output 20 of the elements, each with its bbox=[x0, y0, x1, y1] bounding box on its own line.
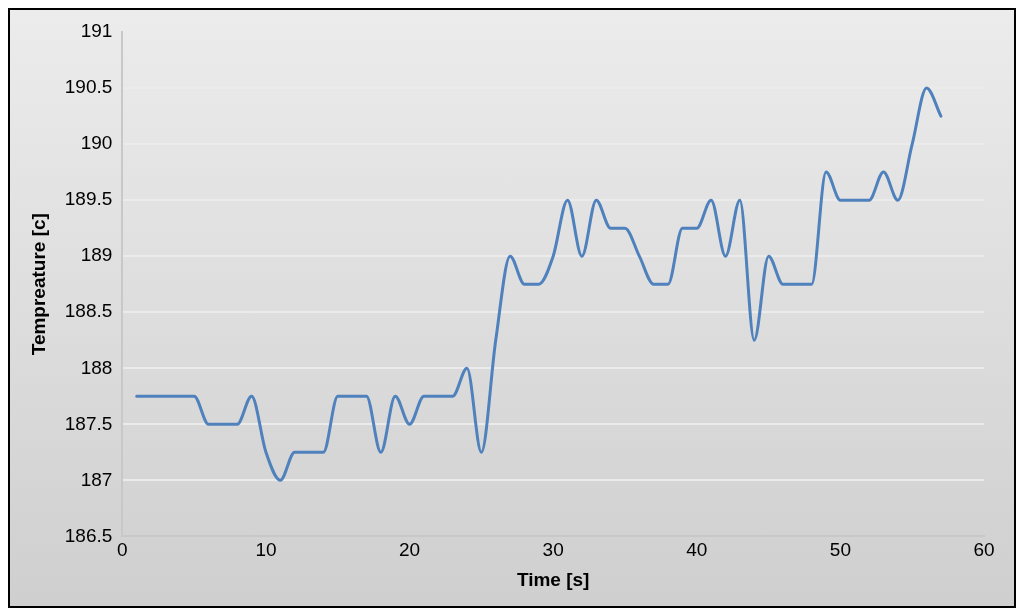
x-tick-label: 40 bbox=[686, 539, 708, 561]
y-tick-label: 187.5 bbox=[64, 412, 113, 434]
y-tick-label: 187 bbox=[80, 468, 113, 490]
y-tick-label: 189 bbox=[80, 244, 113, 266]
y-tick-label: 190.5 bbox=[64, 76, 113, 98]
y-tick-label: 186.5 bbox=[64, 524, 113, 546]
y-tick-label: 191 bbox=[80, 20, 113, 42]
x-tick-label: 0 bbox=[117, 539, 128, 561]
y-tick-label: 188 bbox=[80, 356, 113, 378]
x-tick-label: 30 bbox=[542, 539, 564, 561]
x-tick-label: 60 bbox=[973, 539, 995, 561]
y-axis-title: Tempreature [c] bbox=[27, 213, 49, 356]
x-tick-label: 50 bbox=[829, 539, 851, 561]
line-series bbox=[135, 86, 943, 482]
y-tick-label: 189.5 bbox=[64, 188, 113, 210]
y-tick-label: 188.5 bbox=[64, 300, 113, 322]
x-tick-label: 10 bbox=[255, 539, 277, 561]
y-tick-label: 190 bbox=[80, 132, 113, 154]
x-tick-label: 20 bbox=[398, 539, 421, 561]
x-axis-title: Time [s] bbox=[516, 568, 590, 590]
